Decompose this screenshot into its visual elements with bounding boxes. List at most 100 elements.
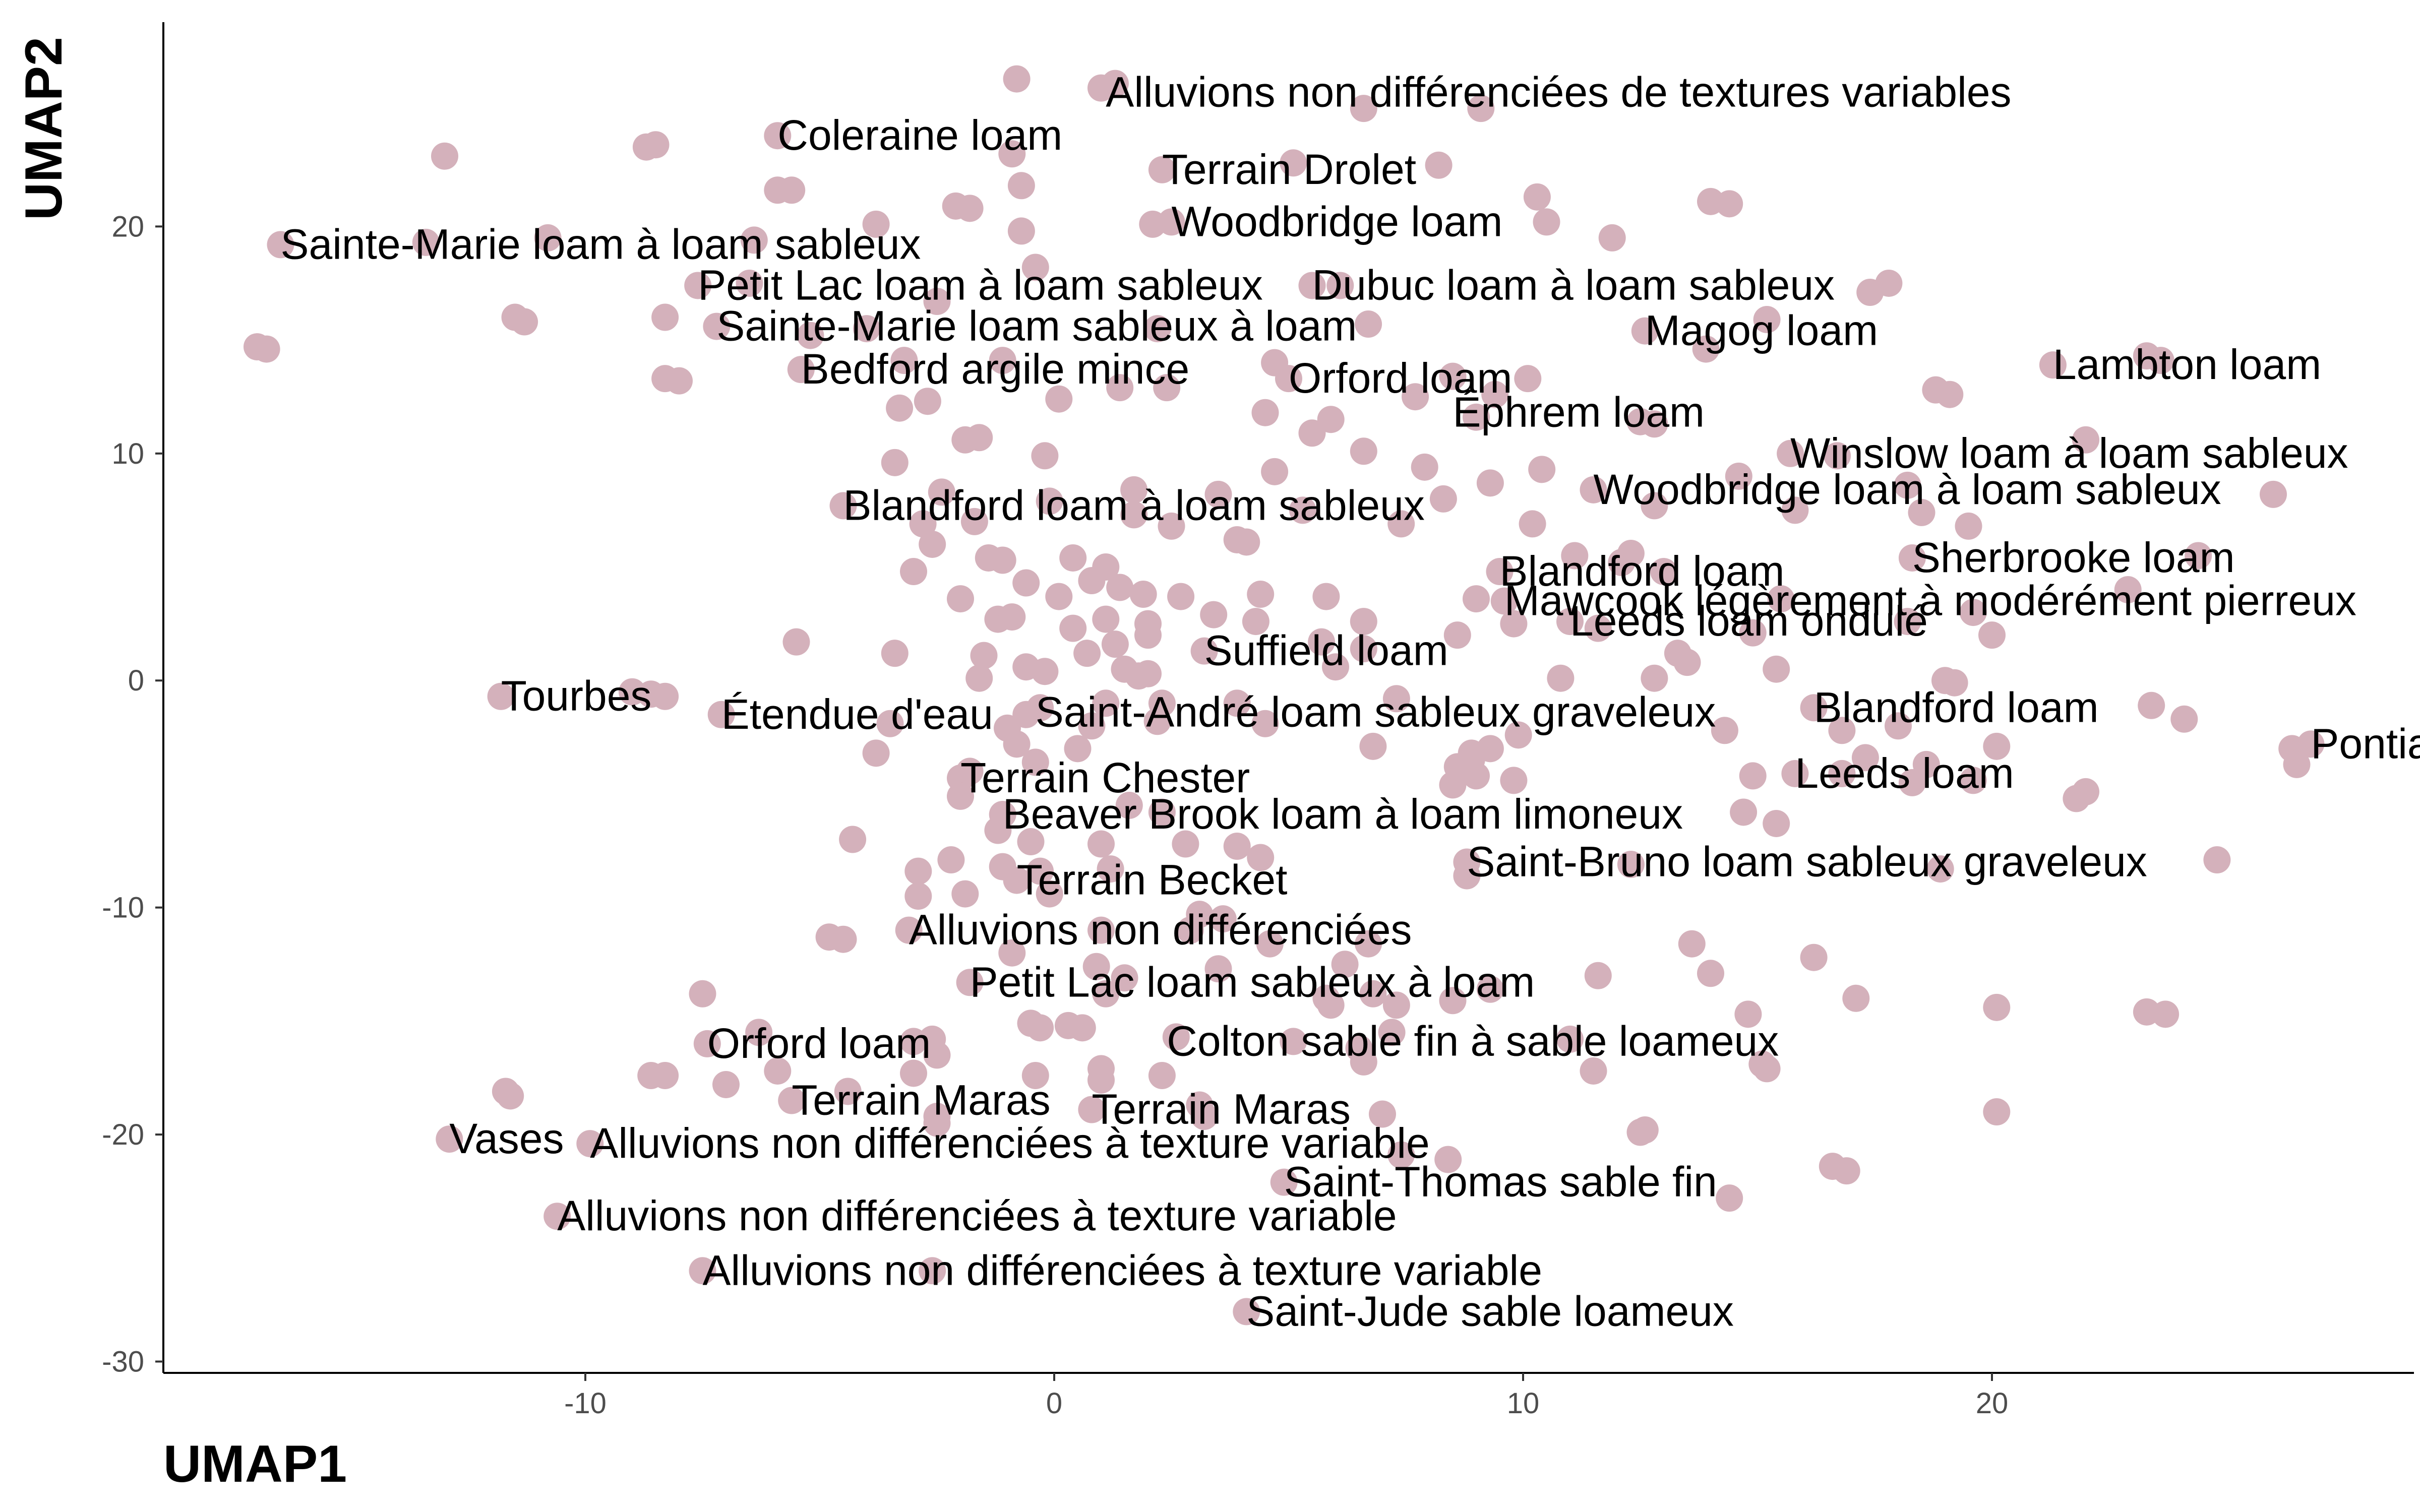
data-point (1003, 65, 1031, 93)
data-point (1476, 469, 1504, 497)
data-point (1200, 601, 1228, 628)
data-point (989, 347, 1016, 374)
data-point (1842, 984, 1870, 1012)
point-label: Alluvions non différenciées à texture va… (703, 1246, 1542, 1294)
data-point (1068, 1014, 1096, 1042)
data-point (1711, 717, 1738, 744)
data-point (1955, 512, 1982, 540)
data-point (1641, 492, 1668, 520)
data-point (2039, 351, 2067, 379)
data-point (1936, 381, 1964, 408)
data-point (1106, 374, 1134, 402)
data-point (497, 1082, 524, 1110)
data-point (1387, 1141, 1415, 1169)
data-point (689, 1257, 716, 1285)
data-point (1026, 694, 1054, 722)
data-point (1763, 655, 1790, 683)
data-point (1983, 993, 2011, 1021)
data-point (1045, 583, 1073, 610)
data-point (1007, 217, 1035, 245)
data-point (1378, 1019, 1406, 1046)
data-point (1533, 208, 1560, 236)
x-tick-label: 0 (1046, 1387, 1062, 1420)
point-label: Woodbridge loam à loam sableux (1594, 466, 2221, 513)
data-point (1209, 905, 1237, 933)
data-point (1402, 383, 1429, 411)
data-point (1739, 762, 1767, 790)
data-point (960, 508, 988, 535)
data-point (1190, 637, 1218, 665)
point-label: Petit Lac loam sableux à loam (970, 958, 1535, 1005)
data-point (1087, 830, 1115, 858)
data-point (914, 388, 941, 415)
data-point (1073, 640, 1101, 667)
data-point (1233, 528, 1260, 556)
data-point (1584, 962, 1612, 989)
data-point (632, 133, 660, 161)
data-point (881, 449, 909, 476)
data-point (1204, 480, 1232, 508)
point-label: Blandford loam (1814, 683, 2099, 731)
data-point (2072, 426, 2099, 454)
data-point (1092, 605, 1120, 633)
data-point (1139, 210, 1167, 238)
data-point (1753, 306, 1781, 334)
data-point (1641, 664, 1668, 692)
data-point (1298, 272, 1326, 299)
data-point (1148, 156, 1176, 183)
data-point (1828, 760, 1856, 787)
data-point (1115, 791, 1143, 819)
y-tick-label: 20 (111, 210, 144, 243)
data-point (951, 426, 979, 454)
data-point (1143, 708, 1171, 735)
data-point (1767, 585, 1795, 613)
data-point (1650, 558, 1677, 586)
data-point (1223, 689, 1251, 717)
y-axis-ticks: -30 -20 -10 0 10 20 (102, 210, 163, 1378)
data-point (1730, 798, 1758, 826)
data-point (1026, 857, 1054, 885)
point-label: Woodbridge loam (1172, 198, 1503, 245)
point-label: Blandford loam (1500, 547, 1785, 595)
data-point (890, 347, 918, 374)
data-point (1247, 581, 1275, 608)
data-point (740, 226, 768, 254)
data-point (1833, 1157, 1860, 1185)
data-point (797, 322, 824, 349)
data-point (1003, 730, 1031, 758)
point-label: Lambton loam (2053, 341, 2321, 388)
data-point (1528, 456, 1556, 483)
data-point (1941, 669, 1968, 697)
data-point (1490, 587, 1518, 615)
data-point (1298, 419, 1326, 447)
point-label: Mawcook légèrement à modérément pierreux (1504, 577, 2356, 624)
data-point (2203, 846, 2231, 874)
data-point (919, 530, 946, 558)
data-point (1463, 762, 1490, 790)
data-point (1017, 828, 1045, 856)
data-point (1326, 272, 1354, 299)
data-point (1350, 635, 1377, 663)
data-point (1233, 1298, 1260, 1326)
point-label: Beaver Brook loam à loam limoneux (1003, 790, 1683, 838)
data-point (1547, 664, 1575, 692)
x-tick-label: -10 (564, 1387, 607, 1420)
data-point (947, 782, 974, 810)
data-point (1739, 619, 1767, 647)
data-point (1350, 1048, 1377, 1076)
data-point (1280, 1028, 1307, 1055)
data-point (2138, 691, 2165, 719)
data-point (1382, 991, 1410, 1019)
data-point (1111, 964, 1138, 992)
data-point (1439, 771, 1467, 799)
data-point (1908, 498, 1935, 526)
point-label: Leeds loam (1795, 749, 2014, 797)
data-point (1514, 365, 1542, 393)
data-point (1425, 151, 1453, 179)
data-point (2185, 542, 2212, 570)
data-point (928, 478, 955, 506)
data-point (1851, 744, 1879, 772)
data-point (1021, 254, 1049, 281)
point-label: Terrain Maras (1092, 1086, 1350, 1133)
data-point (1289, 496, 1316, 524)
